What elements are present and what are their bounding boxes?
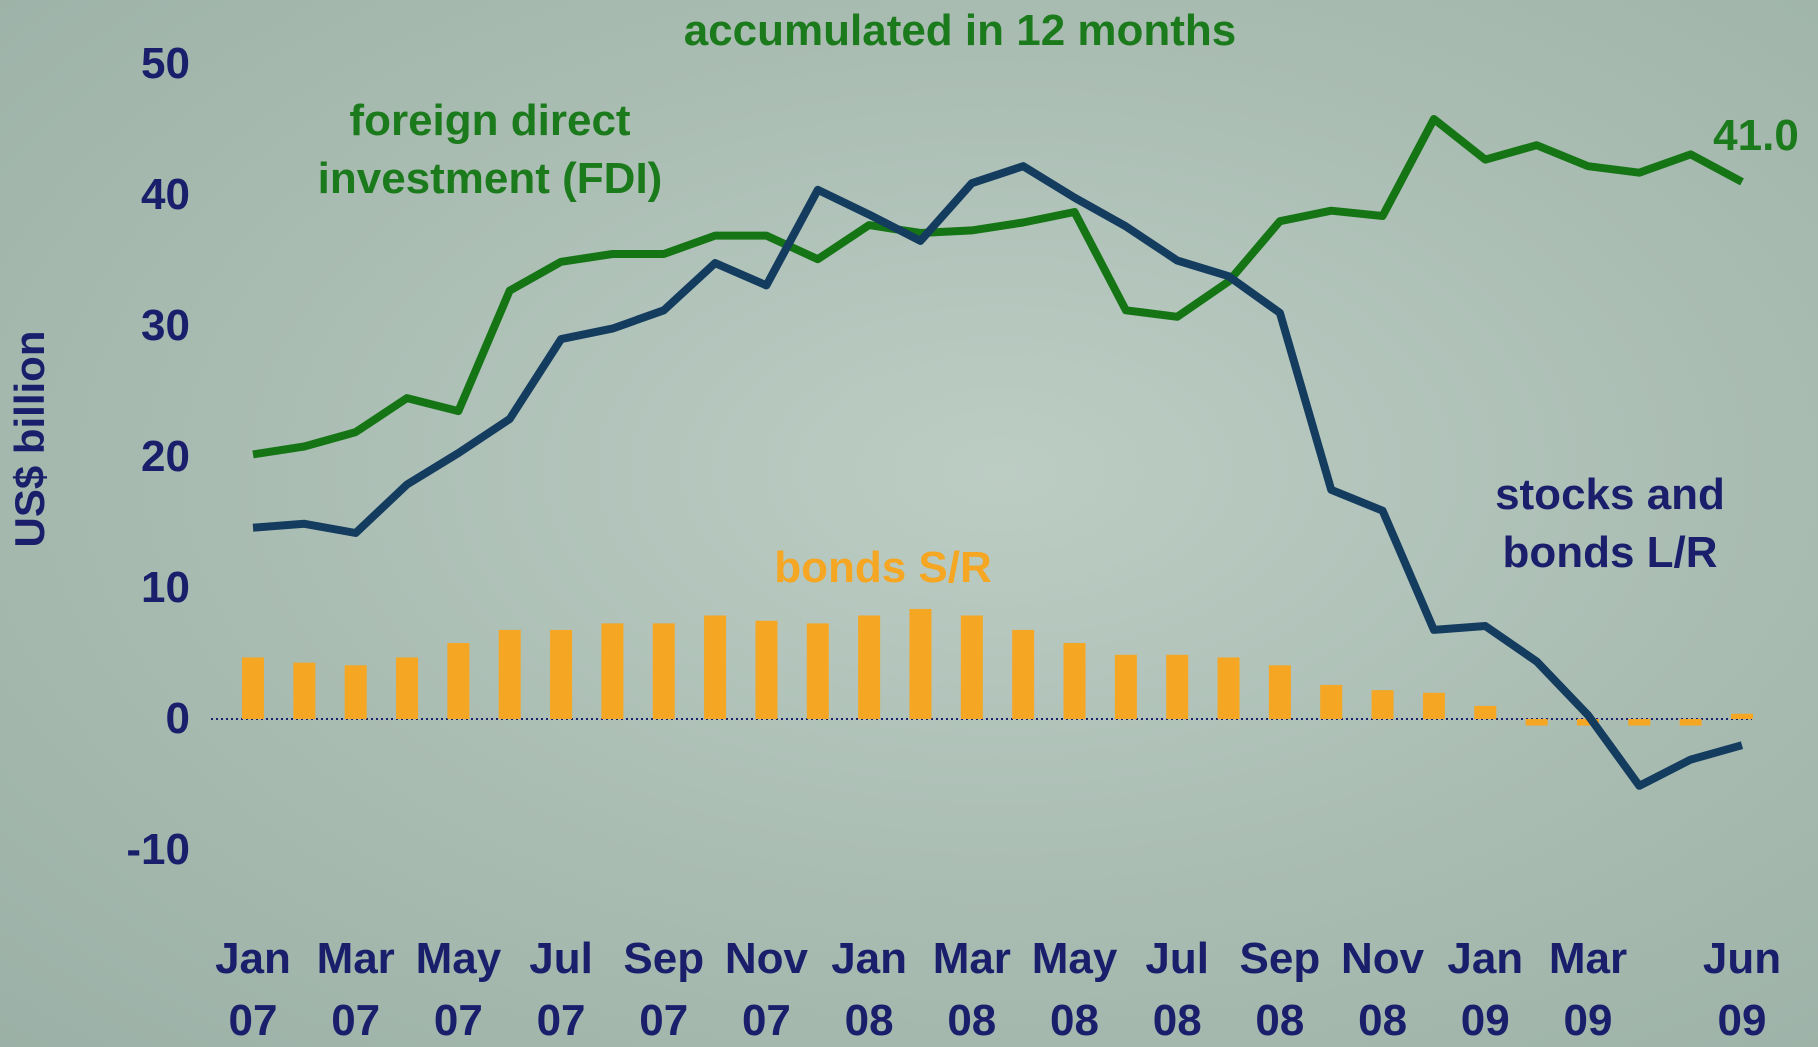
bar	[1166, 655, 1188, 719]
bar	[1115, 655, 1137, 719]
bar	[1372, 690, 1394, 719]
bar	[1320, 685, 1342, 719]
y-tick-label: -10	[70, 825, 190, 875]
y-tick-label: 30	[70, 301, 190, 351]
y-tick-label: 50	[70, 39, 190, 89]
annotation: bonds S/R	[683, 539, 1083, 597]
value-label: 41.0	[1656, 107, 1818, 165]
bar	[1423, 693, 1445, 719]
annotation: foreign direct investment (FDI)	[240, 92, 740, 208]
bar	[601, 623, 623, 719]
chart: accumulated in 12 months US$ billion for…	[0, 0, 1818, 1047]
bar	[858, 616, 880, 719]
y-tick-label: 10	[70, 563, 190, 613]
bar	[755, 621, 777, 719]
bar	[1526, 719, 1548, 726]
bar	[1680, 719, 1702, 726]
bar	[1628, 719, 1650, 726]
bar	[550, 630, 572, 719]
bar	[1064, 643, 1086, 719]
y-tick-label: 0	[70, 694, 190, 744]
bar	[909, 609, 931, 719]
bar	[1012, 630, 1034, 719]
bar	[242, 657, 264, 719]
y-tick-label: 40	[70, 170, 190, 220]
bar	[499, 630, 521, 719]
chart-title: accumulated in 12 months	[560, 2, 1360, 60]
bar	[447, 643, 469, 719]
x-tick-label: Jun 09	[1672, 928, 1812, 1047]
bar	[1269, 665, 1291, 719]
y-axis-label: US$ billion	[1, 239, 59, 639]
bar	[961, 616, 983, 719]
bar	[1474, 706, 1496, 719]
y-tick-label: 20	[70, 432, 190, 482]
bar	[293, 663, 315, 719]
bar	[1218, 657, 1240, 719]
bar	[345, 665, 367, 719]
x-tick-label: Mar 09	[1518, 928, 1658, 1047]
bar	[396, 657, 418, 719]
bar	[1731, 714, 1753, 719]
bar	[704, 616, 726, 719]
annotation: stocks and bonds L/R	[1360, 466, 1818, 582]
bar	[807, 623, 829, 719]
bar	[653, 623, 675, 719]
